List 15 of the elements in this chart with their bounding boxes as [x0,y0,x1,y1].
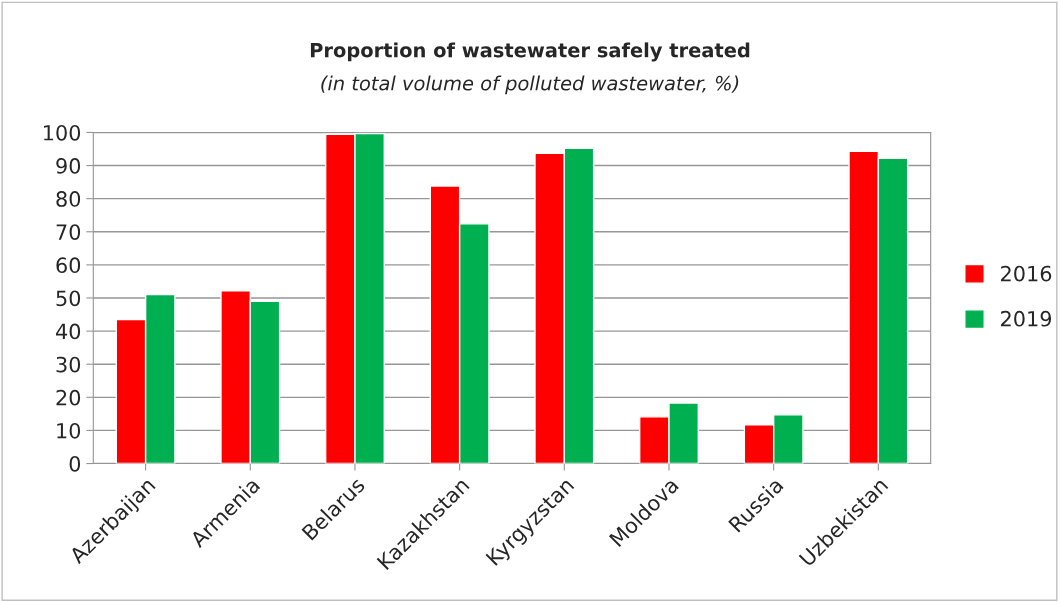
chart-subtitle: (in total volume of polluted wastewater, %) [321,75,739,95]
y-tick-label: 70 [56,224,81,240]
y-tick-label: 20 [56,389,81,406]
y-tick-label: 60 [56,257,81,274]
y-tick-label: 10 [57,422,81,439]
y-tick-label: 0 [69,455,81,472]
y-tick-label: 50 [56,290,81,307]
chart-title: Proportion of wastewater safely treated [310,42,750,62]
y-tick-label: 90 [56,158,81,174]
y-tick-label: 100 [44,124,81,141]
legend-label: 2016 [1001,265,1052,282]
legend-label: 2019 [1001,310,1052,327]
y-tick-label: 80 [56,191,81,207]
y-tick-label: 30 [56,356,81,373]
y-tick-label: 40 [55,323,81,340]
